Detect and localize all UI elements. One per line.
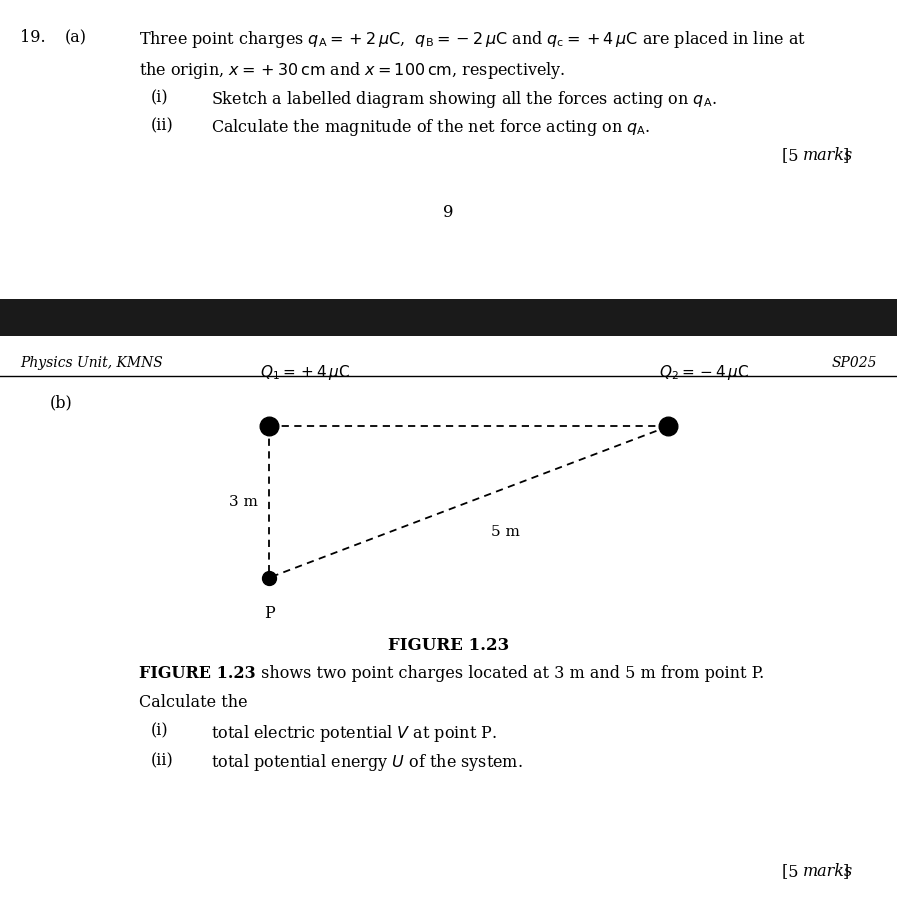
Text: $Q_1 = +4\,\mu\mathrm{C}$: $Q_1 = +4\,\mu\mathrm{C}$ (260, 363, 351, 382)
Text: (i): (i) (151, 723, 169, 740)
Text: (i): (i) (151, 89, 169, 106)
Text: ]: ] (843, 863, 849, 880)
Text: the origin, $x=+30\,\mathrm{cm}$ and $x=100\,\mathrm{cm}$, respectively.: the origin, $x=+30\,\mathrm{cm}$ and $x=… (139, 60, 565, 81)
Text: 19.: 19. (20, 29, 46, 47)
Text: (ii): (ii) (151, 752, 173, 769)
Text: $Q_2 = -4\,\mu\mathrm{C}$: $Q_2 = -4\,\mu\mathrm{C}$ (659, 363, 750, 382)
Text: ]: ] (843, 147, 849, 164)
Text: total electric potential $V$ at point P.: total electric potential $V$ at point P. (211, 723, 497, 744)
Point (262, 570, 276, 585)
Text: 5 m: 5 m (492, 525, 520, 539)
Text: Three point charges $q_{\mathrm{A}}=+2\,\mu\mathrm{C}$,  $q_{\mathrm{B}}=-2\,\mu: Three point charges $q_{\mathrm{A}}=+2\,… (139, 29, 806, 50)
Text: shows two point charges located at 3 m and 5 m from point P.: shows two point charges located at 3 m a… (256, 665, 764, 682)
Text: 3 m: 3 m (230, 495, 258, 509)
Text: Sketch a labelled diagram showing all the forces acting on $q_{\mathrm{A}}$.: Sketch a labelled diagram showing all th… (211, 89, 717, 110)
Text: (ii): (ii) (151, 117, 173, 135)
Text: FIGURE 1.23: FIGURE 1.23 (388, 637, 509, 655)
Text: P: P (264, 605, 274, 623)
Text: Calculate the: Calculate the (139, 694, 248, 712)
Text: total potential energy $U$ of the system.: total potential energy $U$ of the system… (211, 752, 523, 773)
Text: Calculate the magnitude of the net force acting on $q_{\mathrm{A}}$.: Calculate the magnitude of the net force… (211, 117, 650, 138)
Text: FIGURE 1.23: FIGURE 1.23 (139, 665, 256, 682)
Point (262, 419, 276, 434)
Text: [5: [5 (782, 147, 804, 164)
Text: marks: marks (803, 147, 853, 164)
Text: 9: 9 (443, 204, 454, 221)
Text: (b): (b) (49, 394, 72, 412)
Text: marks: marks (803, 863, 853, 880)
Bar (0, 299, 897, 336)
Text: Physics Unit, KMNS: Physics Unit, KMNS (20, 356, 162, 370)
Text: (a): (a) (65, 29, 87, 47)
Text: [5: [5 (782, 863, 804, 880)
Point (661, 419, 675, 434)
Text: SP025: SP025 (832, 356, 877, 370)
